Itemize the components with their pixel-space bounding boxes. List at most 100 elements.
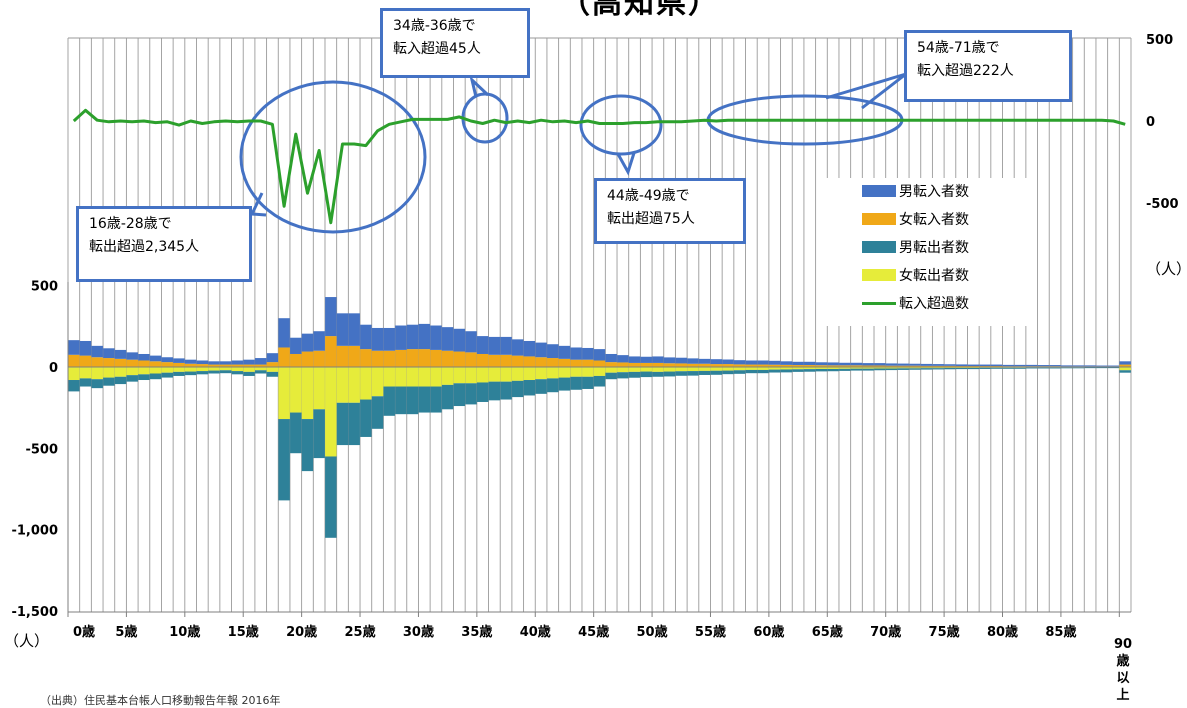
x-axis-tick-label: 10歳 [169, 624, 200, 640]
bar-male-in [465, 331, 476, 352]
left-axis-unit: （人） [4, 630, 49, 651]
bar-male-out [524, 380, 535, 395]
bar-female-out [395, 367, 406, 387]
bar-female-out [360, 367, 371, 400]
bar-male-out [956, 368, 967, 369]
bar-male-out [641, 372, 652, 378]
bar-female-in [617, 362, 628, 367]
bar-male-out [664, 372, 675, 377]
bar-male-out [547, 378, 558, 392]
bar-female-in [430, 350, 441, 367]
bar-female-out [138, 367, 149, 374]
bar-female-out [150, 367, 161, 374]
bar-male-in [1003, 365, 1014, 366]
bar-male-in [605, 354, 616, 362]
bar-male-out [512, 381, 523, 397]
chart-title: （高知県） [560, 0, 760, 22]
x-axis-tick-label: 70歳 [870, 624, 901, 640]
bar-male-out [500, 382, 511, 400]
bar-male-out [372, 396, 383, 429]
bar-male-in [1038, 365, 1049, 366]
bar-male-in [512, 339, 523, 355]
bar-female-out [115, 367, 126, 377]
bar-male-in [594, 349, 605, 360]
bar-male-in [886, 363, 897, 365]
right-axis-tick-label: -500 [1146, 197, 1179, 212]
bar-male-in [1084, 365, 1095, 366]
bar-male-out [559, 378, 570, 391]
bar-male-out [617, 372, 628, 378]
callout-16-28: 16歳-28歳で 転出超過2,345人 [76, 206, 252, 282]
bar-male-in [921, 364, 932, 366]
callout-line: 54歳-71歳で [917, 37, 1059, 60]
bar-female-out [430, 367, 441, 387]
bar-male-out [570, 377, 581, 390]
bar-male-out [162, 373, 173, 378]
bar-female-out [547, 367, 558, 378]
bar-male-out [337, 403, 348, 445]
bar-female-out [570, 367, 581, 377]
legend-label: 男転入者数 [899, 181, 969, 201]
bar-series [68, 297, 1131, 538]
bar-female-out [641, 367, 652, 372]
bar-male-out [757, 370, 768, 373]
bar-male-in [1119, 361, 1130, 364]
x-axis-tick-label: 35歳 [461, 624, 492, 640]
bar-male-out [103, 378, 114, 386]
bar-male-out [792, 369, 803, 372]
bar-female-in [582, 360, 593, 367]
bar-female-out [559, 367, 570, 378]
bar-female-in [524, 356, 535, 367]
bar-female-in [313, 351, 324, 367]
legend-swatch-female-in [862, 213, 896, 225]
bar-male-in [489, 337, 500, 355]
bar-male-out [442, 385, 453, 409]
bar-female-in [454, 352, 465, 367]
bar-male-out [232, 371, 243, 374]
bar-female-in [594, 360, 605, 367]
bar-male-in [442, 327, 453, 351]
bar-male-in [827, 362, 838, 365]
bar-male-out [1108, 367, 1119, 368]
bar-male-out [874, 368, 885, 370]
bar-female-in [138, 360, 149, 367]
bar-female-in [512, 356, 523, 367]
right-axis-unit: （人） [1146, 258, 1187, 279]
bar-male-in [629, 356, 640, 363]
bar-male-out [115, 377, 126, 384]
bar-male-out [921, 368, 932, 369]
bar-male-in [267, 353, 278, 362]
bar-male-in [757, 360, 768, 364]
bar-male-in [570, 347, 581, 359]
bar-female-out [512, 367, 523, 381]
bar-female-out [524, 367, 535, 380]
bar-male-out [594, 376, 605, 387]
bar-male-out [582, 377, 593, 389]
bar-male-out [1073, 368, 1084, 369]
legend-swatch-male-out [862, 241, 896, 253]
bar-female-in [325, 336, 336, 367]
bar-female-out [91, 367, 102, 379]
callout-line: 44歳-49歳で [607, 185, 733, 208]
bar-male-in [360, 325, 371, 349]
bar-male-out [711, 371, 722, 375]
bar-male-in [127, 352, 138, 359]
bar-male-out [255, 370, 266, 373]
bar-female-in [641, 363, 652, 367]
bar-male-in [862, 363, 873, 365]
bar-female-out [594, 367, 605, 376]
legend-line-net [862, 302, 896, 305]
bar-male-in [816, 362, 827, 365]
bar-male-out [477, 382, 488, 402]
bar-female-out [699, 367, 710, 371]
bar-male-out [605, 373, 616, 380]
left-axis-tick-label: -1,000 [11, 524, 58, 539]
x-axis-tick-label: 75歳 [929, 624, 960, 640]
bar-male-out [465, 383, 476, 404]
bar-male-out [1084, 367, 1095, 368]
callout-line: 16歳-28歳で [89, 213, 239, 236]
bar-male-out [91, 379, 102, 388]
bar-male-in [255, 358, 266, 365]
bar-male-out [769, 370, 780, 373]
